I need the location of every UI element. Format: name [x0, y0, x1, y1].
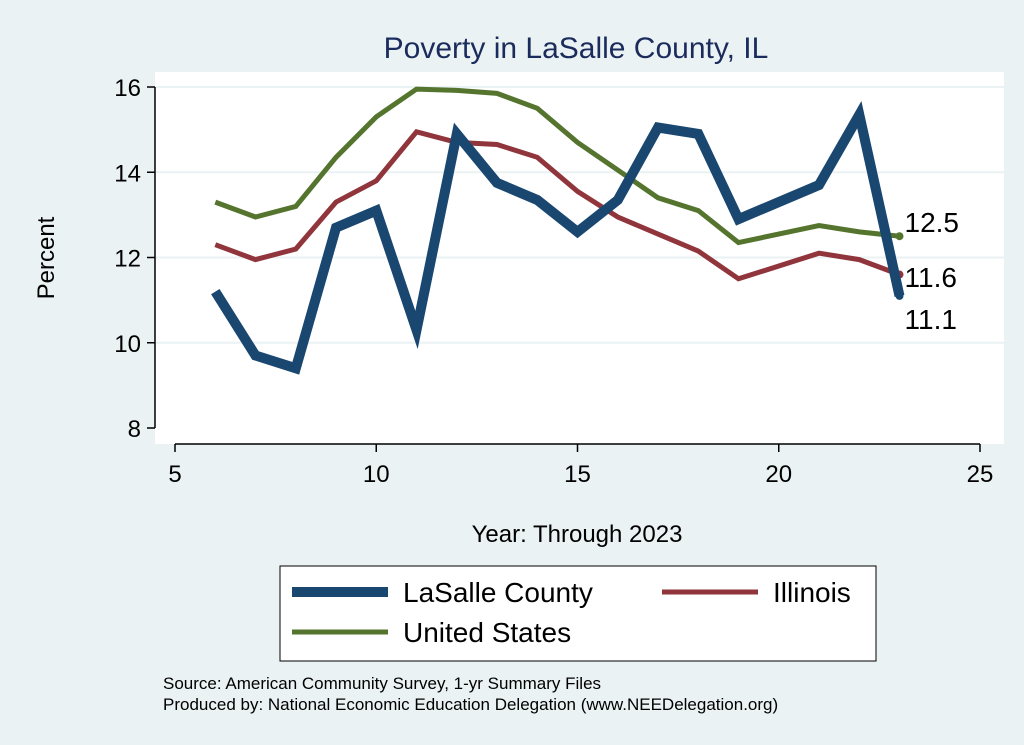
gridlines — [156, 86, 1004, 344]
series-line-united-states — [214, 86, 900, 246]
source-note: Source: American Community Survey, 1-yr … — [163, 674, 601, 693]
x-tick-label: 5 — [168, 461, 181, 488]
end-label-lasalle-county: 11.1 — [905, 304, 957, 335]
legend-label: United States — [403, 617, 571, 648]
legend-label: Illinois — [773, 577, 851, 608]
y-axis-title: Percent — [33, 216, 60, 299]
x-tick-label: 20 — [765, 461, 792, 488]
series-layer — [211, 86, 905, 375]
series-end-marker — [895, 232, 904, 241]
chart-title: Poverty in LaSalle County, IL — [384, 32, 769, 65]
axes: 8 10 12 14 16 5 10 15 20 25 — [114, 75, 993, 488]
legend-label: LaSalle County — [403, 577, 593, 608]
x-tick-label: 10 — [363, 461, 390, 488]
x-axis-title: Year: Through 2023 — [472, 521, 683, 548]
end-labels: 11.1 11.6 12.5 — [905, 207, 960, 335]
y-tick-label: 16 — [114, 75, 141, 102]
x-tick-label: 15 — [564, 461, 591, 488]
legend-box — [279, 565, 877, 662]
y-tick-label: 10 — [114, 331, 141, 358]
x-tick-label: 25 — [967, 461, 994, 488]
legend: LaSalle County Illinois United States — [279, 565, 877, 662]
series-line-lasalle-county — [211, 101, 905, 375]
y-tick-label: 12 — [114, 246, 141, 273]
series-end-marker — [895, 291, 904, 300]
y-tick-label: 8 — [128, 416, 141, 443]
produced-by-note: Produced by: National Economic Education… — [163, 695, 778, 714]
y-tick-label: 14 — [114, 160, 141, 187]
series-line-illinois — [214, 128, 901, 282]
end-label-united-states: 12.5 — [905, 207, 960, 238]
end-label-illinois: 11.6 — [905, 262, 957, 293]
